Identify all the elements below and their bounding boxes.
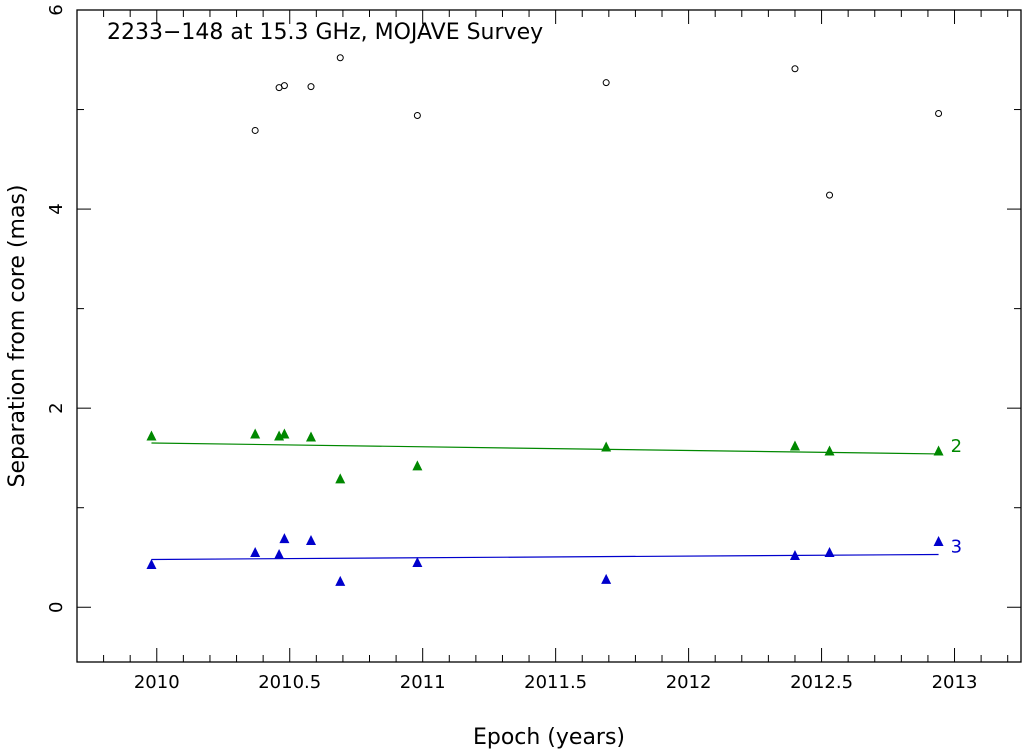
y-axis-title: Separation from core (mas) [5, 185, 30, 488]
data-point [413, 112, 421, 120]
data-point-2 [146, 430, 157, 441]
data-point-3 [250, 547, 261, 558]
data-point-2 [306, 431, 317, 442]
fit-line-2 [151, 442, 939, 455]
x-tick-label: 2011.5 [524, 672, 587, 693]
data-point-3 [824, 547, 835, 558]
series-label-2: 2 [951, 436, 962, 457]
data-point-3 [601, 573, 612, 584]
data-point [336, 54, 344, 62]
data-point-3 [279, 533, 290, 544]
y-tick-label: 6 [46, 4, 67, 15]
data-point [791, 65, 799, 73]
x-tick-label: 2013 [932, 672, 978, 693]
data-point-3 [335, 575, 346, 586]
data-point [307, 83, 315, 91]
tick-labels: 2010 2010.5 2011 2011.5 2012 2012.5 2013 0 2 4 6 2 3 [46, 4, 977, 693]
series-label-3: 3 [951, 536, 962, 557]
data-point [826, 191, 834, 199]
data-point-2 [335, 473, 346, 484]
data-point-2 [824, 445, 835, 456]
data-point-3 [789, 549, 800, 560]
data-point-2 [601, 441, 612, 452]
data-point-2 [789, 440, 800, 451]
fit-line-3 [151, 553, 939, 561]
chart-title: 2233−148 at 15.3 GHz, MOJAVE Survey [107, 20, 543, 45]
data-point-3 [274, 548, 285, 559]
data-point-3 [412, 556, 423, 567]
fit-lines [151, 442, 939, 561]
x-tick-label: 2010.5 [258, 672, 321, 693]
data-point [251, 126, 259, 134]
y-tick-label: 2 [46, 402, 67, 413]
data-point-3 [146, 558, 157, 569]
data-point [935, 110, 943, 118]
x-axis-title: Epoch (years) [473, 725, 625, 750]
x-tick-label: 2011 [400, 672, 446, 693]
x-tick-label: 2010 [134, 672, 180, 693]
plot-frame [76, 9, 1022, 663]
data-point-2 [412, 460, 423, 471]
data-markers [146, 54, 944, 586]
data-point-2 [279, 428, 290, 439]
y-tick-label: 4 [46, 203, 67, 214]
x-tick-label: 2012.5 [790, 672, 853, 693]
x-tick-label: 2012 [666, 672, 712, 693]
data-point-3 [306, 535, 317, 546]
data-point [280, 82, 288, 90]
data-point-3 [933, 536, 944, 547]
data-point-2 [250, 428, 261, 439]
data-point-2 [933, 445, 944, 456]
y-tick-label: 0 [46, 602, 67, 613]
axis-ticks [76, 9, 1021, 662]
data-point [602, 79, 610, 87]
